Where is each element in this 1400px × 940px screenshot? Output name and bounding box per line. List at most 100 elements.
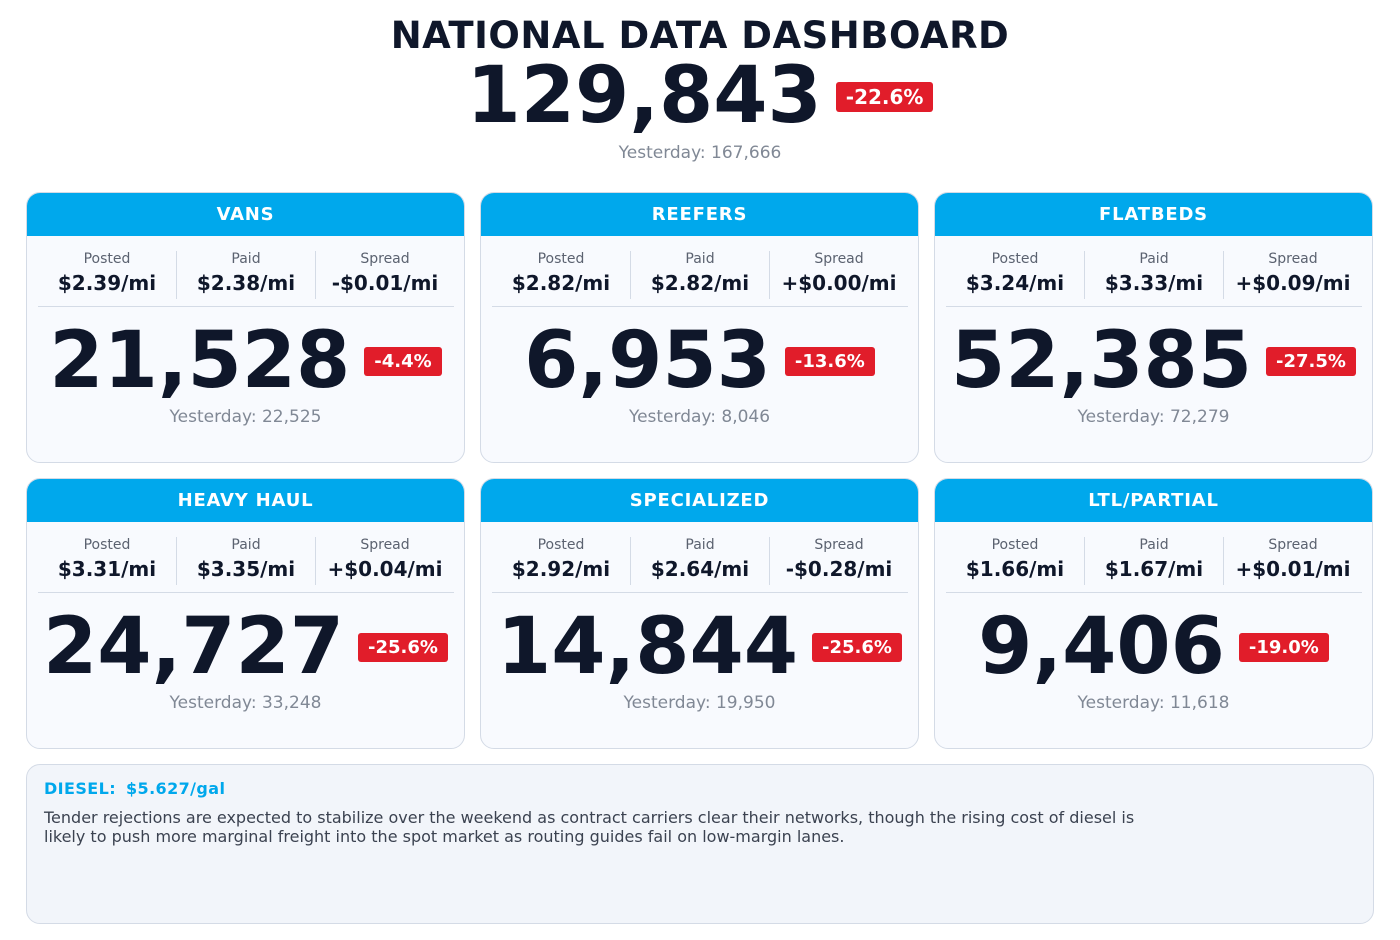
posted-label: Posted bbox=[537, 251, 585, 267]
posted-metric: Posted $3.31/mi bbox=[38, 537, 176, 585]
card-title: REEFERS bbox=[481, 193, 918, 236]
spread-value: +$0.04/mi bbox=[327, 557, 443, 581]
posted-value: $2.92/mi bbox=[511, 557, 611, 581]
divider bbox=[38, 592, 454, 593]
page-title: NATIONAL DATA DASHBOARD bbox=[390, 14, 1010, 57]
market-commentary: Tender rejections are expected to stabil… bbox=[44, 808, 1135, 846]
rate-metrics: Posted $1.66/mi Paid $1.67/mi Spread +$0.01… bbox=[946, 537, 1362, 585]
yesterday-count: Yesterday: 33,248 bbox=[169, 693, 322, 713]
card-title: VANS bbox=[27, 193, 464, 236]
count-row: 6,953 -13.6% bbox=[481, 321, 918, 401]
posted-value: $3.24/mi bbox=[965, 271, 1065, 295]
posted-metric: Posted $1.66/mi bbox=[946, 537, 1084, 585]
spread-metric: Spread +$0.00/mi bbox=[769, 251, 908, 299]
posted-label: Posted bbox=[991, 251, 1039, 267]
card-title: FLATBEDS bbox=[935, 193, 1372, 236]
spread-label: Spread bbox=[1268, 537, 1318, 553]
yesterday-count: Yesterday: 19,950 bbox=[623, 693, 776, 713]
posted-value: $2.82/mi bbox=[511, 271, 611, 295]
national-total-row: 129,843 -22.6% bbox=[0, 56, 1400, 136]
spread-value: +$0.09/mi bbox=[1235, 271, 1351, 295]
spread-value: -$0.28/mi bbox=[785, 557, 893, 581]
count-row: 24,727 -25.6% bbox=[27, 607, 464, 687]
card-title: LTL/PARTIAL bbox=[935, 479, 1372, 522]
rate-metrics: Posted $2.92/mi Paid $2.64/mi Spread -$0.28… bbox=[492, 537, 908, 585]
spread-label: Spread bbox=[814, 251, 864, 267]
spread-metric: Spread +$0.09/mi bbox=[1223, 251, 1362, 299]
divider bbox=[946, 306, 1362, 307]
change-badge: -4.4% bbox=[364, 346, 442, 376]
posted-label: Posted bbox=[537, 537, 585, 553]
dashboard-header: NATIONAL DATA DASHBOARD 129,843 -22.6% Y… bbox=[0, 0, 1400, 180]
posted-metric: Posted $3.24/mi bbox=[946, 251, 1084, 299]
spread-metric: Spread -$0.01/mi bbox=[315, 251, 454, 299]
paid-value: $3.35/mi bbox=[196, 557, 296, 581]
posted-label: Posted bbox=[83, 537, 131, 553]
paid-metric: Paid $2.64/mi bbox=[630, 537, 769, 585]
paid-value: $2.38/mi bbox=[196, 271, 296, 295]
paid-metric: Paid $3.33/mi bbox=[1084, 251, 1223, 299]
card-reefers: REEFERS Posted $2.82/mi Paid $2.82/mi Spre… bbox=[480, 192, 919, 463]
paid-metric: Paid $1.67/mi bbox=[1084, 537, 1223, 585]
count-row: 21,528 -4.4% bbox=[27, 321, 464, 401]
spread-label: Spread bbox=[360, 537, 410, 553]
paid-label: Paid bbox=[231, 537, 261, 553]
spread-value: +$0.00/mi bbox=[781, 271, 897, 295]
count-row: 14,844 -25.6% bbox=[481, 607, 918, 687]
yesterday-count: Yesterday: 8,046 bbox=[628, 407, 771, 427]
paid-metric: Paid $2.82/mi bbox=[630, 251, 769, 299]
card-title: HEAVY HAUL bbox=[27, 479, 464, 522]
count-row: 9,406 -19.0% bbox=[935, 607, 1372, 687]
spread-metric: Spread -$0.28/mi bbox=[769, 537, 908, 585]
card-flatbeds: FLATBEDS Posted $3.24/mi Paid $3.33/mi Spr… bbox=[934, 192, 1373, 463]
divider bbox=[492, 592, 908, 593]
paid-value: $2.82/mi bbox=[650, 271, 750, 295]
diesel-price-line: DIESEL: $5.627/gal bbox=[44, 779, 225, 798]
paid-label: Paid bbox=[685, 537, 715, 553]
divider bbox=[38, 306, 454, 307]
national-yesterday: Yesterday: 167,666 bbox=[618, 143, 782, 163]
paid-label: Paid bbox=[231, 251, 261, 267]
change-badge: -25.6% bbox=[812, 632, 902, 662]
card-title: SPECIALIZED bbox=[481, 479, 918, 522]
rate-metrics: Posted $3.31/mi Paid $3.35/mi Spread +$0.04… bbox=[38, 537, 454, 585]
spread-label: Spread bbox=[1268, 251, 1318, 267]
posted-label: Posted bbox=[83, 251, 131, 267]
yesterday-count: Yesterday: 22,525 bbox=[169, 407, 322, 427]
change-badge: -25.6% bbox=[358, 632, 448, 662]
paid-label: Paid bbox=[1139, 537, 1169, 553]
paid-label: Paid bbox=[1139, 251, 1169, 267]
diesel-label: DIESEL: bbox=[44, 779, 117, 798]
diesel-price: $5.627/gal bbox=[126, 779, 226, 798]
load-count: 21,528 bbox=[49, 316, 351, 406]
rate-metrics: Posted $2.39/mi Paid $2.38/mi Spread -$0.01… bbox=[38, 251, 454, 299]
load-count: 52,385 bbox=[951, 316, 1253, 406]
national-change-badge: -22.6% bbox=[835, 82, 934, 112]
paid-value: $2.64/mi bbox=[650, 557, 750, 581]
card-heavy-haul: HEAVY HAUL Posted $3.31/mi Paid $3.35/mi S… bbox=[26, 478, 465, 749]
load-count: 6,953 bbox=[524, 316, 771, 406]
posted-metric: Posted $2.39/mi bbox=[38, 251, 176, 299]
national-total-value: 129,843 bbox=[466, 51, 822, 141]
divider bbox=[946, 592, 1362, 593]
yesterday-count: Yesterday: 11,618 bbox=[1077, 693, 1230, 713]
posted-value: $1.66/mi bbox=[965, 557, 1065, 581]
posted-metric: Posted $2.82/mi bbox=[492, 251, 630, 299]
card-ltl-partial: LTL/PARTIAL Posted $1.66/mi Paid $1.67/mi … bbox=[934, 478, 1373, 749]
paid-metric: Paid $2.38/mi bbox=[176, 251, 315, 299]
spread-metric: Spread +$0.04/mi bbox=[315, 537, 454, 585]
paid-metric: Paid $3.35/mi bbox=[176, 537, 315, 585]
card-vans: VANS Posted $2.39/mi Paid $2.38/mi Spread -… bbox=[26, 192, 465, 463]
posted-value: $3.31/mi bbox=[57, 557, 157, 581]
load-count: 24,727 bbox=[43, 602, 345, 692]
spread-label: Spread bbox=[814, 537, 864, 553]
count-row: 52,385 -27.5% bbox=[935, 321, 1372, 401]
diesel-panel: DIESEL: $5.627/gal Tender rejections are … bbox=[26, 764, 1374, 924]
spread-label: Spread bbox=[360, 251, 410, 267]
change-badge: -19.0% bbox=[1238, 632, 1329, 662]
yesterday-count: Yesterday: 72,279 bbox=[1077, 407, 1230, 427]
posted-value: $2.39/mi bbox=[57, 271, 157, 295]
posted-label: Posted bbox=[991, 537, 1039, 553]
change-badge: -13.6% bbox=[784, 346, 875, 376]
spread-metric: Spread +$0.01/mi bbox=[1223, 537, 1362, 585]
